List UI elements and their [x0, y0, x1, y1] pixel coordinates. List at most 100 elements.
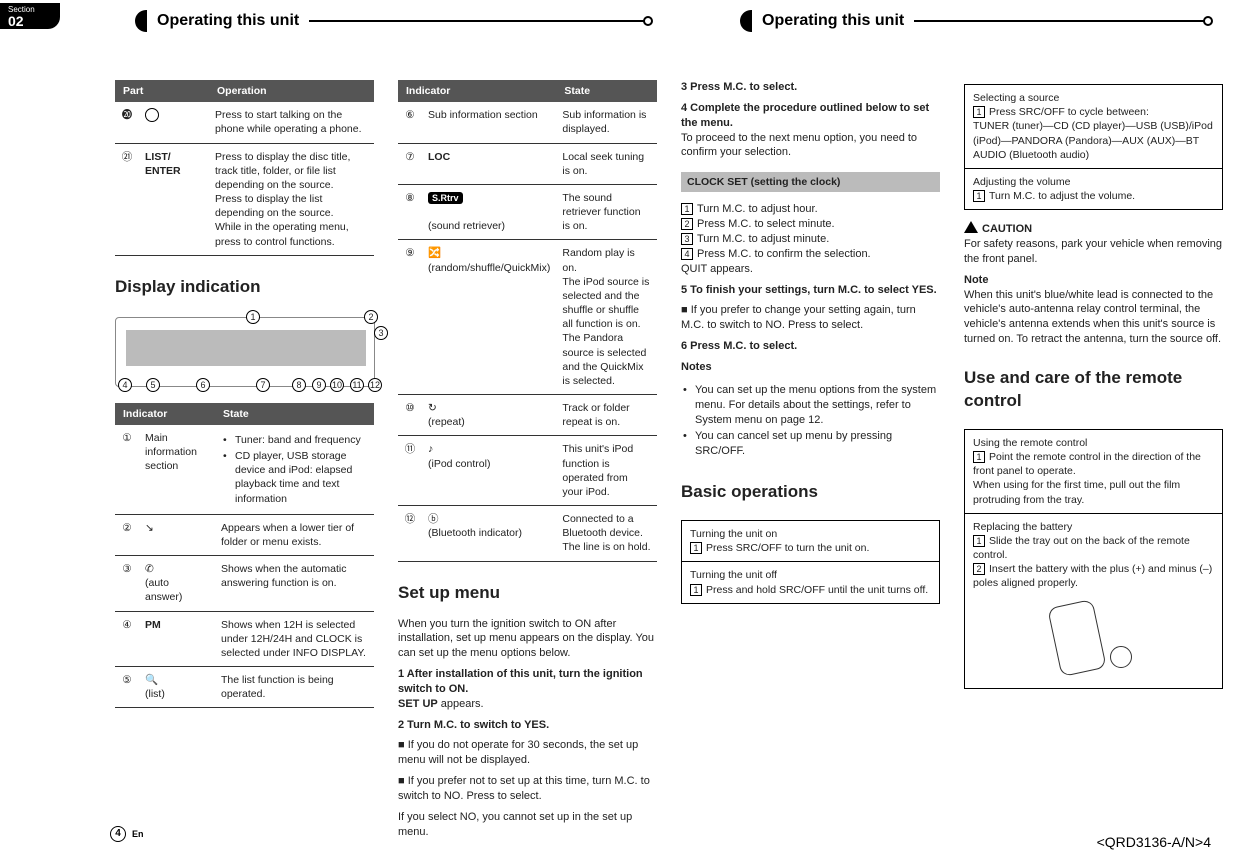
callout-7: 7: [256, 378, 270, 392]
column-3: 3 Press M.C. to select. 4 Complete the p…: [681, 80, 940, 820]
col-state: State: [215, 403, 374, 425]
callout-2: 2: [364, 310, 378, 324]
state-cell: Tuner: band and frequencyCD player, USB …: [215, 425, 374, 514]
page-number: 4: [110, 826, 126, 842]
state-cell: Shows when the automatic answering funct…: [215, 556, 374, 612]
header-endcap: [1203, 16, 1213, 26]
step5-bullet: ■ If you prefer to change your setting a…: [681, 303, 940, 333]
clock-steps: 1Turn M.C. to adjust hour.2Press M.C. to…: [681, 202, 940, 276]
setup-menu-heading: Set up menu: [398, 582, 657, 605]
header-left-title: Operating this unit: [147, 12, 309, 30]
step5-head: 5 To finish your settings, turn M.C. to …: [681, 284, 937, 296]
note-label: Note: [964, 274, 988, 286]
notes-label: Notes: [681, 361, 712, 373]
clock-step: 4Press M.C. to confirm the selection.QUI…: [681, 247, 940, 277]
battery-step: 2Insert the battery with the plus (+) an…: [973, 562, 1214, 590]
content-columns: Part Operation ⓴Press to start talking o…: [0, 80, 1241, 820]
indicator-cell: LOC: [422, 143, 556, 184]
row-index: ⑨: [398, 240, 422, 395]
column-2: Indicator State ⑥Sub information section…: [398, 80, 657, 820]
remote-use-title: Using the remote control: [973, 436, 1214, 450]
indicator-table-1: Indicator State ①Main information sectio…: [115, 403, 374, 709]
phone-icon: [145, 108, 159, 122]
header-right-title: Operating this unit: [752, 12, 914, 30]
state-cell: Sub information is displayed.: [556, 102, 657, 143]
state-cell: The list function is being operated.: [215, 667, 374, 708]
remote-illustration: [1044, 597, 1144, 682]
turn-off-title: Turning the unit off: [690, 568, 931, 582]
header-cap: [740, 10, 752, 32]
indicator-icon: ↘: [145, 522, 154, 534]
callout-1: 1: [246, 310, 260, 324]
col-indicator: Indicator: [115, 403, 215, 425]
col-part: Part: [115, 80, 209, 102]
indicator-cell: 🔀 (random/shuffle/QuickMix): [422, 240, 556, 395]
note-item: You can set up the menu options from the…: [681, 383, 940, 428]
step3: 3 Press M.C. to select.: [681, 81, 797, 93]
clock-set-title: CLOCK SET (setting the clock): [681, 172, 940, 192]
basic-ops-box: Turning the unit on 1Press SRC/OFF to tu…: [681, 520, 940, 604]
step1-head: 1 After installation of this unit, turn …: [398, 668, 643, 695]
row-index: ⑧: [398, 184, 422, 240]
select-source-step: 1Press SRC/OFF to cycle between: TUNER (…: [973, 105, 1214, 162]
callout-6: 6: [196, 378, 210, 392]
row-index: ⑫: [398, 506, 422, 562]
indicator-cell: ✆ (auto answer): [139, 556, 215, 612]
indicator-cell: Main information section: [139, 425, 215, 514]
state-cell: Track or folder repeat is on.: [556, 395, 657, 436]
callout-8: 8: [292, 378, 306, 392]
step1-line: SET UP SET UP appears.appears.: [398, 698, 484, 710]
operation-text: Press to display the disc title, track t…: [209, 143, 374, 255]
state-cell: Random play is on.The iPod source is sel…: [556, 240, 657, 395]
caution-block: CAUTIONFor safety reasons, park your veh…: [964, 220, 1223, 267]
row-index: ⑪: [398, 436, 422, 506]
clock-step: 1Turn M.C. to adjust hour.: [681, 202, 940, 217]
indicator-cell: Sub information section: [422, 102, 556, 143]
callout-9: 9: [312, 378, 326, 392]
indicator-cell: ↘: [139, 514, 215, 555]
remote-batt-title: Replacing the battery: [973, 520, 1214, 534]
clock-step: 2Press M.C. to select minute.: [681, 217, 940, 232]
state-cell: This unit's iPod function is operated fr…: [556, 436, 657, 506]
step2-tail: If you select NO, you cannot set up in t…: [398, 810, 657, 840]
turn-off-step: 1Press and hold SRC/OFF until the unit t…: [690, 583, 931, 597]
setup-intro: When you turn the ignition switch to ON …: [398, 617, 657, 662]
callout-5: 5: [146, 378, 160, 392]
col-operation: Operation: [209, 80, 374, 102]
state-cell: The sound retriever function is on.: [556, 184, 657, 240]
section-number: 02: [8, 14, 54, 28]
row-index: ④: [115, 611, 139, 667]
document-id: <QRD3136-A/N>4: [1097, 834, 1211, 850]
callout-4: 4: [118, 378, 132, 392]
indicator-cell: ⓑ (Bluetooth indicator): [422, 506, 556, 562]
state-cell: Local seek tuning is on.: [556, 143, 657, 184]
step2-bullet2: ■ If you prefer not to set up at this ti…: [398, 774, 657, 804]
indicator-cell: S.Rtrv(sound retriever): [422, 184, 556, 240]
basic-operations-heading: Basic operations: [681, 481, 940, 504]
header-endcap: [643, 16, 653, 26]
operation-text: Press to start talking on the phone whil…: [209, 102, 374, 143]
clock-step: 3Turn M.C. to adjust minute.: [681, 232, 940, 247]
step2-bullet1: ■ If you do not operate for 30 seconds, …: [398, 738, 657, 768]
turn-on-step: 1Press SRC/OFF to turn the unit on.: [690, 541, 931, 555]
remote-batt-steps: 1Slide the tray out on the back of the r…: [973, 534, 1214, 591]
header-left: Operating this unit: [135, 10, 653, 32]
col-state: State: [556, 80, 657, 102]
display-indication-heading: Display indication: [115, 276, 374, 299]
section-tab: Section 02: [0, 3, 60, 29]
column-4: Selecting a source 1Press SRC/OFF to cyc…: [964, 80, 1223, 820]
callout-12: 12: [368, 378, 382, 392]
part-name: [139, 102, 209, 143]
row-index: ⑥: [398, 102, 422, 143]
callout-10: 10: [330, 378, 344, 392]
indicator-icon: ⓑ: [428, 513, 439, 525]
row-index: ③: [115, 556, 139, 612]
state-cell: Shows when 12H is selected under 12H/24H…: [215, 611, 374, 667]
remote-use-step: 1Point the remote control in the directi…: [973, 450, 1214, 507]
indicator-icon: ↻: [428, 402, 437, 414]
row-index: ㉑: [115, 143, 139, 255]
header-line: [914, 20, 1204, 22]
header-right: Operating this unit: [740, 10, 1213, 32]
parts-table: Part Operation ⓴Press to start talking o…: [115, 80, 374, 256]
indicator-cell: PM: [139, 611, 215, 667]
